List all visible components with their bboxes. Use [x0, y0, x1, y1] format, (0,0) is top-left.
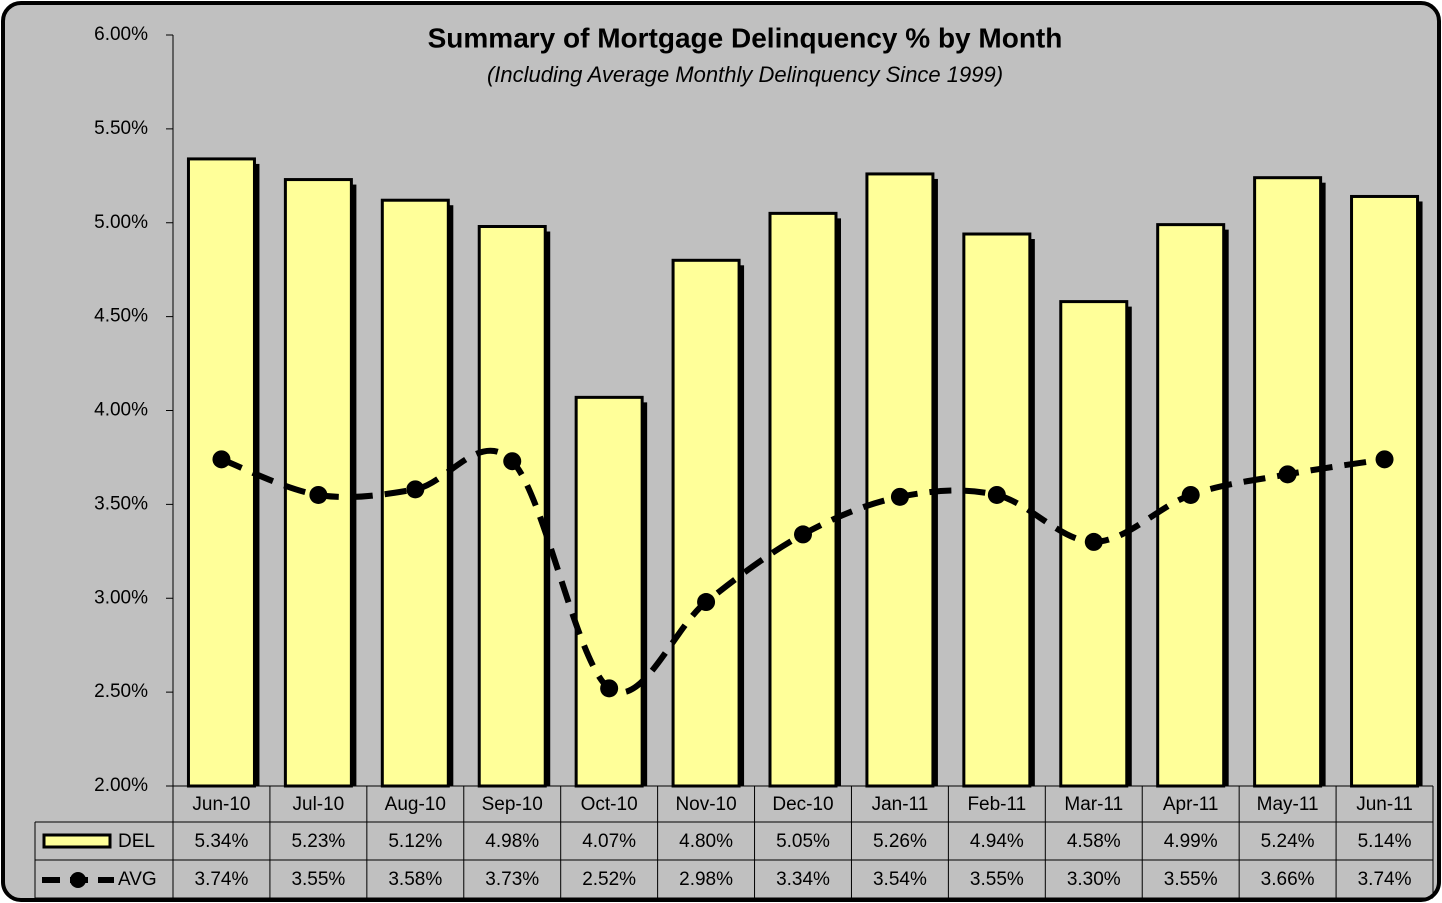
data-table-value: 5.34%	[195, 831, 249, 852]
avg-marker	[890, 487, 909, 506]
data-table-value: 2.52%	[582, 869, 636, 890]
data-table-value: 5.24%	[1261, 831, 1315, 852]
avg-marker	[212, 450, 231, 469]
data-table-value: 3.73%	[485, 869, 539, 890]
data-table-value: 4.07%	[582, 831, 636, 852]
x-tick-label: Dec-10	[772, 794, 833, 815]
data-table-value: 3.74%	[1358, 869, 1412, 890]
data-table-value: 5.23%	[291, 831, 345, 852]
data-table-value: 3.55%	[1164, 869, 1218, 890]
data-table-value: 3.34%	[776, 869, 830, 890]
x-tick-label: Oct-10	[581, 794, 638, 815]
legend-label: AVG	[118, 869, 157, 890]
y-tick-label: 5.50%	[94, 118, 148, 139]
y-tick-label: 2.50%	[94, 681, 148, 702]
x-tick-label: Apr-11	[1163, 794, 1219, 815]
data-table-value: 3.54%	[873, 869, 927, 890]
x-tick-label: Mar-11	[1064, 794, 1123, 815]
data-table-value: 4.98%	[485, 831, 539, 852]
avg-marker	[406, 480, 425, 499]
x-tick-label: Nov-10	[675, 794, 736, 815]
x-tick-label: Jun-10	[192, 794, 250, 815]
x-tick-label: Jul-10	[293, 794, 345, 815]
legend-key-marker	[70, 872, 86, 888]
data-table-value: 4.99%	[1164, 831, 1218, 852]
data-table-value: 3.30%	[1067, 869, 1121, 890]
data-table-value: 3.55%	[291, 869, 345, 890]
avg-marker	[1375, 450, 1394, 469]
bar	[865, 172, 935, 788]
x-tick-label: Jun-11	[1356, 794, 1413, 815]
y-tick-label: 2.00%	[94, 775, 148, 796]
data-table-value: 4.80%	[679, 831, 733, 852]
data-table-value: 3.66%	[1261, 869, 1315, 890]
avg-marker	[1084, 532, 1103, 551]
y-tick-label: 4.50%	[94, 306, 148, 327]
avg-marker	[794, 525, 812, 544]
bar	[283, 178, 353, 788]
data-table-value: 5.12%	[388, 831, 442, 852]
avg-marker	[600, 679, 619, 698]
y-tick-label: 3.00%	[94, 587, 148, 608]
x-tick-label: Aug-10	[385, 794, 446, 815]
y-tick-label: 5.00%	[94, 212, 148, 233]
data-table-value: 4.94%	[970, 831, 1024, 852]
x-tick-label: Jan-11	[872, 794, 929, 815]
bar	[962, 232, 1032, 788]
bar	[1156, 223, 1226, 788]
chart-title: Summary of Mortgage Delinquency % by Mon…	[428, 22, 1063, 53]
bar	[671, 258, 741, 788]
x-tick-label: Sep-10	[482, 794, 543, 815]
avg-marker	[1278, 465, 1297, 484]
y-tick-label: 3.50%	[94, 493, 148, 514]
y-tick-label: 6.00%	[94, 24, 148, 45]
data-table-value: 5.26%	[873, 831, 927, 852]
avg-marker	[697, 593, 716, 612]
data-table-value: 3.74%	[195, 869, 249, 890]
avg-marker	[987, 485, 1006, 504]
x-tick-label: Feb-11	[967, 794, 1026, 815]
data-table-value: 5.14%	[1358, 831, 1412, 852]
avg-marker	[1181, 485, 1200, 504]
bar	[1350, 194, 1420, 788]
legend-key	[42, 833, 112, 849]
data-table-value: 2.98%	[679, 869, 733, 890]
avg-marker	[503, 452, 522, 471]
data-table-value: 3.58%	[388, 869, 442, 890]
bar	[1059, 300, 1129, 788]
data-table-value: 3.55%	[970, 869, 1024, 890]
bar	[574, 395, 644, 788]
bar	[186, 157, 256, 788]
chart-subtitle: (Including Average Monthly Delinquency S…	[487, 62, 1003, 87]
data-table-value: 4.58%	[1067, 831, 1121, 852]
bar	[768, 211, 838, 788]
avg-marker	[309, 485, 328, 504]
legend-label: DEL	[118, 831, 155, 852]
x-tick-label: May-11	[1257, 794, 1319, 815]
y-tick-label: 4.00%	[94, 400, 148, 421]
bar	[477, 225, 547, 788]
data-table-value: 5.05%	[776, 831, 830, 852]
